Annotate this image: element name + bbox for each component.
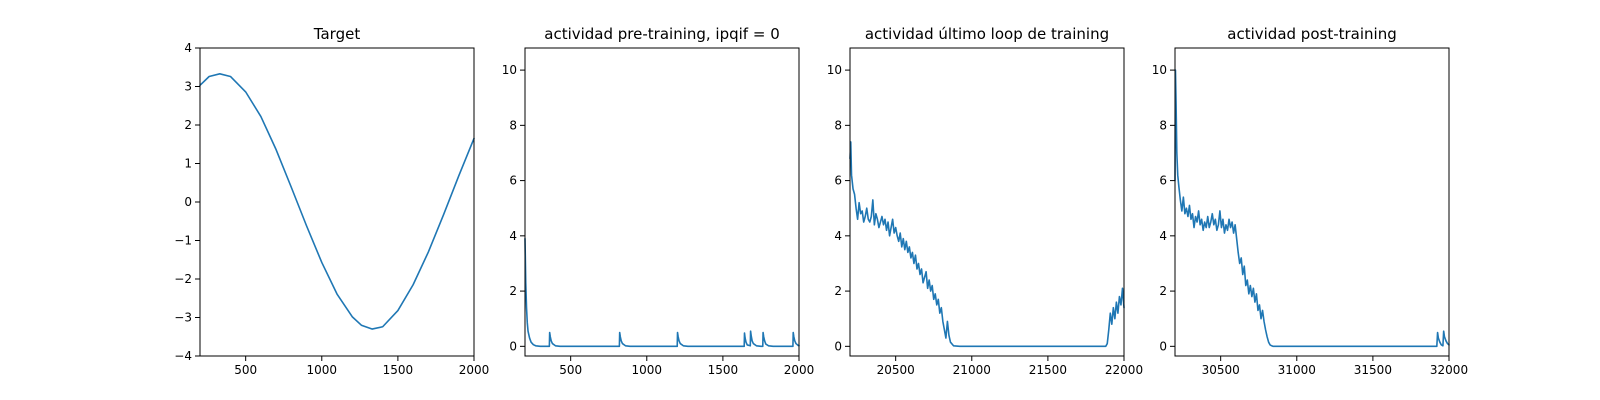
- y-tick-label: 10: [1152, 63, 1167, 77]
- series-line: [849, 141, 1125, 348]
- x-tick-label: 1500: [708, 363, 739, 377]
- x-tick-label: 22000: [1105, 363, 1143, 377]
- x-tick-label: 2000: [784, 363, 815, 377]
- y-tick-label: 10: [827, 63, 842, 77]
- y-tick-label: 4: [834, 229, 842, 243]
- y-tick-label: −1: [174, 234, 192, 248]
- x-tick-label: 21000: [953, 363, 991, 377]
- x-tick-label: 1000: [632, 363, 663, 377]
- series-line: [1174, 69, 1450, 348]
- chart-panel-2: actividad pre-training, ipqif = 0 500 1000…: [502, 25, 815, 377]
- y-tick-label: 4: [1159, 229, 1167, 243]
- x-tick-label: 1500: [383, 363, 414, 377]
- y-tick-label: 6: [1159, 174, 1167, 188]
- y-tick-label: 8: [834, 118, 842, 132]
- y-tick-label: 4: [509, 229, 517, 243]
- y-tick-label: 2: [1159, 284, 1167, 298]
- plot-frame: [199, 47, 475, 357]
- y-tick-label: 2: [834, 284, 842, 298]
- x-tick-label: 20500: [877, 363, 915, 377]
- chart-title: Target: [313, 25, 361, 43]
- x-tick-label: 32000: [1430, 363, 1468, 377]
- x-tick-label: 31500: [1354, 363, 1392, 377]
- y-tick-label: −2: [174, 272, 192, 286]
- x-tick-label: 500: [234, 363, 257, 377]
- chart-title: actividad post-training: [1227, 25, 1396, 43]
- y-tick-label: 0: [184, 195, 192, 209]
- chart-panel-1: Target 500 1000 1500 2000 −4 −3 −2 −1 0 1 2 3 4: [174, 25, 489, 377]
- y-tick-label: 8: [1159, 118, 1167, 132]
- x-tick-label: 21500: [1029, 363, 1067, 377]
- plot-frame: [1174, 47, 1450, 357]
- y-tick-label: 6: [834, 174, 842, 188]
- plot-frame: [849, 47, 1125, 357]
- x-tick-label: 1000: [307, 363, 338, 377]
- y-tick-label: 0: [509, 339, 517, 353]
- series-line: [524, 237, 800, 348]
- x-tick-label: 500: [559, 363, 582, 377]
- x-tick-label: 31000: [1278, 363, 1316, 377]
- y-tick-label: 10: [502, 63, 517, 77]
- y-tick-label: 6: [509, 174, 517, 188]
- chart-title: actividad pre-training, ipqif = 0: [544, 25, 780, 43]
- plot-frame: [524, 47, 800, 357]
- y-tick-label: 0: [1159, 339, 1167, 353]
- y-tick-label: 8: [509, 118, 517, 132]
- y-tick-label: 0: [834, 339, 842, 353]
- chart-title: actividad último loop de training: [865, 25, 1109, 43]
- y-tick-label: 1: [184, 157, 192, 171]
- y-tick-label: 2: [509, 284, 517, 298]
- y-tick-label: 3: [184, 80, 192, 94]
- y-tick-label: −4: [174, 349, 192, 363]
- x-tick-label: 2000: [459, 363, 490, 377]
- y-tick-label: 4: [184, 41, 192, 55]
- series-line: [199, 73, 475, 330]
- y-tick-label: −3: [174, 311, 192, 325]
- x-tick-label: 30500: [1202, 363, 1240, 377]
- y-tick-label: 2: [184, 118, 192, 132]
- chart-panel-4: actividad post-training 30500 31000 31500 32…: [1152, 25, 1468, 377]
